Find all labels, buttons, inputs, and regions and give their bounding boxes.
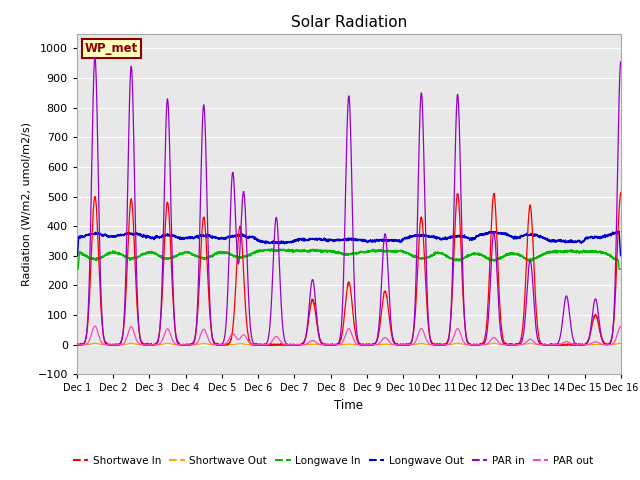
Text: WP_met: WP_met (85, 42, 138, 55)
Title: Solar Radiation: Solar Radiation (291, 15, 407, 30)
X-axis label: Time: Time (334, 399, 364, 412)
Y-axis label: Radiation (W/m2, umol/m2/s): Radiation (W/m2, umol/m2/s) (22, 122, 32, 286)
Legend: Shortwave In, Shortwave Out, Longwave In, Longwave Out, PAR in, PAR out: Shortwave In, Shortwave Out, Longwave In… (68, 452, 597, 470)
